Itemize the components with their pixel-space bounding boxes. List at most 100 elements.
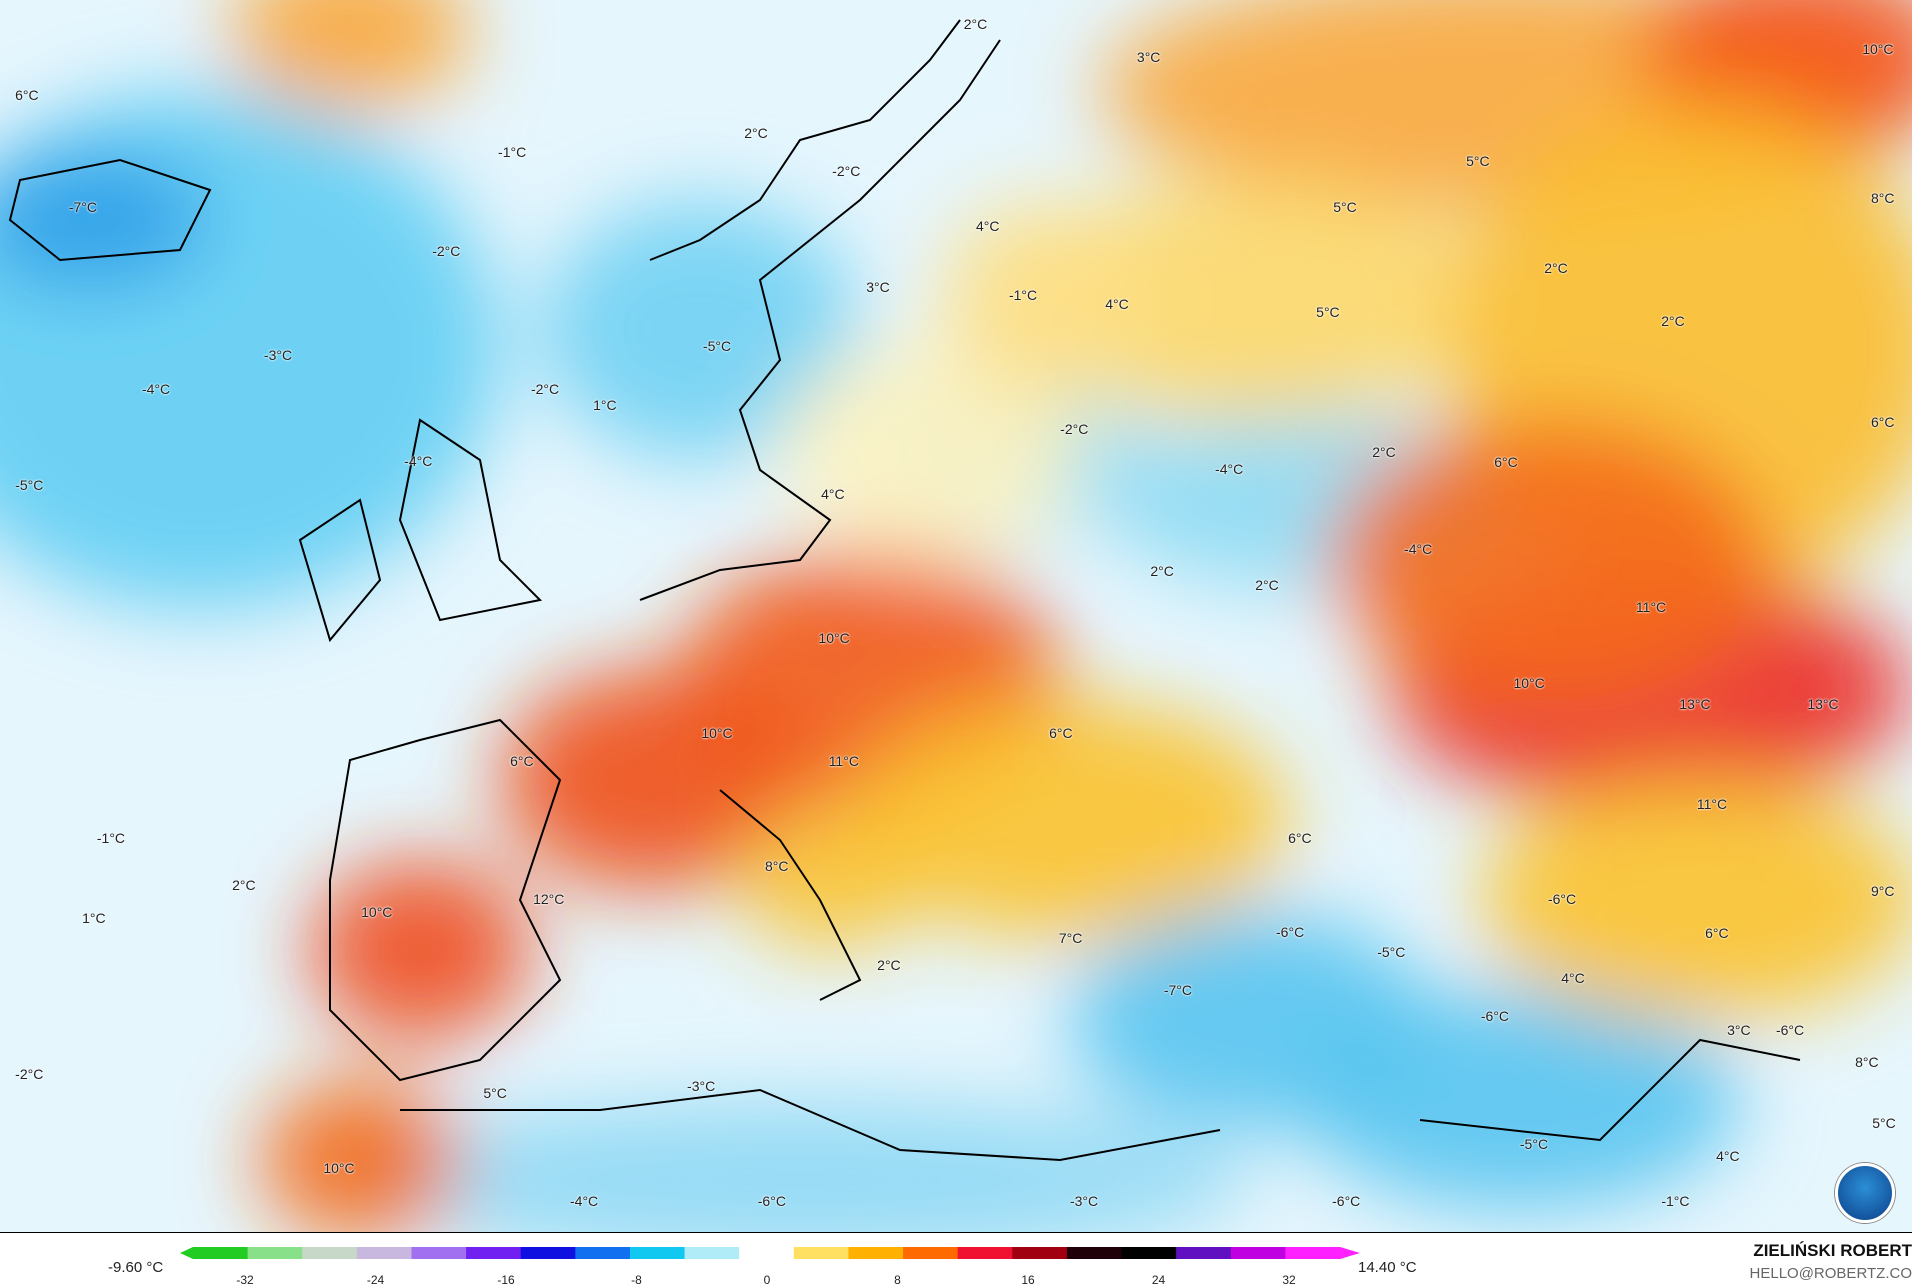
noaa-logo: [1835, 1163, 1895, 1223]
author-email: HELLO@ROBERTZ.CO: [1749, 1265, 1912, 1282]
scale-tick-label: -24: [366, 1273, 385, 1287]
temperature-label: 4°C: [821, 485, 845, 502]
temperature-label: -6°C: [1775, 1022, 1805, 1039]
temperature-label: 8°C: [765, 857, 789, 874]
temperature-label: 10°C: [323, 1160, 355, 1177]
color-scale-step: [957, 1247, 1013, 1259]
legend-max-value: 14.40 °C: [1358, 1259, 1417, 1276]
temperature-region: [310, 860, 530, 1040]
scale-max-arrow: [1340, 1247, 1360, 1259]
temperature-region: [1000, 180, 1500, 420]
temperature-label: -2°C: [530, 380, 560, 397]
temperature-region: [740, 810, 920, 950]
temperature-label: -5°C: [1377, 944, 1406, 961]
color-scale: [180, 1247, 1360, 1259]
scale-tick-label: -8: [631, 1273, 642, 1287]
temperature-label: -1°C: [1008, 287, 1038, 304]
color-scale-step: [411, 1247, 467, 1259]
temperature-label: -4°C: [1404, 540, 1433, 557]
temperature-label: 2°C: [232, 877, 256, 894]
temperature-label: 2°C: [744, 124, 768, 141]
scale-tick-label: -16: [497, 1273, 515, 1287]
temperature-label: -6°C: [1276, 923, 1305, 940]
temperature-region: [1480, 780, 1912, 1020]
temperature-label: -3°C: [263, 346, 293, 363]
temperature-field: [0, 0, 1912, 1232]
temperature-label: 6°C: [510, 752, 534, 769]
temperature-label: -7°C: [68, 199, 97, 216]
temperature-region: [940, 200, 1140, 400]
temperature-label: 12°C: [533, 890, 565, 907]
color-scale-step: [1121, 1247, 1177, 1259]
color-scale-step: [739, 1247, 795, 1259]
temperature-label: 10°C: [701, 724, 733, 741]
coastline: [639, 39, 1001, 601]
temperature-label: 1°C: [82, 910, 106, 927]
temperature-label: 5°C: [1466, 152, 1490, 169]
scale-tick-label: 16: [1021, 1273, 1035, 1287]
temperature-label: -5°C: [702, 338, 732, 355]
color-scale-step: [1285, 1247, 1341, 1259]
temperature-label: -6°C: [1332, 1193, 1361, 1210]
temperature-label: 9°C: [1870, 883, 1895, 900]
temperature-label: -2°C: [832, 162, 861, 179]
temperature-region: [780, 340, 1080, 560]
temperature-label: 6°C: [15, 87, 39, 104]
temperature-label: 2°C: [1661, 312, 1685, 329]
color-scale-step: [684, 1247, 740, 1259]
temperature-label: -1°C: [96, 829, 126, 846]
scale-tick-label: -32: [236, 1273, 254, 1287]
temperature-label: 4°C: [975, 217, 1000, 234]
scale-tick-label: 32: [1282, 1273, 1296, 1287]
color-scale-step: [1230, 1247, 1286, 1259]
temperature-label: -7°C: [1163, 982, 1193, 999]
temperature-label: -4°C: [569, 1193, 599, 1210]
coastline: [719, 789, 862, 1001]
temperature-label: -1°C: [1661, 1193, 1690, 1210]
color-scale-step: [1012, 1247, 1068, 1259]
temperature-label: 5°C: [1333, 199, 1357, 216]
color-scale-step: [793, 1247, 849, 1259]
coastline: [1419, 1038, 1801, 1142]
temperature-label: 3°C: [866, 278, 890, 295]
temperature-label: 2°C: [1544, 260, 1568, 277]
europe-temperature-map[interactable]: 6°C -1°C 2°C -2°C 2°C 3°C 10°C -7°C 5°C 8°C 5°C 4°C…: [0, 0, 1912, 1232]
temperature-label: 5°C: [483, 1084, 507, 1101]
temperature-label: 10°C: [1862, 40, 1894, 57]
temperature-label: 8°C: [1855, 1054, 1879, 1071]
temperature-label: 3°C: [1136, 49, 1161, 66]
temperature-label: 10°C: [1513, 674, 1545, 691]
temperature-region: [1300, 990, 1740, 1210]
temperature-label: -5°C: [1519, 1135, 1549, 1152]
scale-tick-label: 0: [763, 1273, 771, 1287]
temperature-label: -4°C: [1215, 461, 1244, 478]
legend-bar: -9.60 °C -32 -24 -16 -8 0 8 16 24 32 14.40 °C ZI…: [0, 1232, 1912, 1287]
color-scale-step: [629, 1247, 686, 1259]
coastline: [298, 498, 382, 643]
temperature-region: [260, 1080, 460, 1232]
color-scale-step: [520, 1247, 576, 1259]
color-scale-step: [466, 1247, 522, 1259]
temperature-label: 11°C: [1696, 795, 1728, 812]
scale-min-arrow: [180, 1247, 193, 1259]
temperature-label: 6°C: [1288, 829, 1312, 846]
scale-tick-label: 8: [894, 1273, 901, 1287]
temperature-region: [350, 1100, 1250, 1232]
temperature-label: 11°C: [828, 752, 859, 769]
color-scale-step: [247, 1247, 303, 1259]
temperature-label: 2°C: [1150, 562, 1174, 579]
temperature-label: -4°C: [404, 452, 433, 469]
temperature-label: 4°C: [1716, 1147, 1740, 1164]
coastline: [329, 718, 562, 1082]
color-scale-step: [356, 1247, 412, 1259]
temperature-label: 1°C: [593, 396, 617, 413]
temperature-label: 11°C: [1635, 599, 1667, 616]
temperature-label: 2°C: [963, 16, 988, 33]
temperature-label: -2°C: [1060, 421, 1089, 438]
coastline: [649, 19, 961, 261]
temperature-label: -6°C: [1480, 1007, 1510, 1024]
temperature-region: [1330, 420, 1770, 700]
temperature-label: -2°C: [15, 1066, 44, 1083]
temperature-label: 2°C: [1372, 444, 1396, 461]
coastline: [400, 1088, 1221, 1162]
